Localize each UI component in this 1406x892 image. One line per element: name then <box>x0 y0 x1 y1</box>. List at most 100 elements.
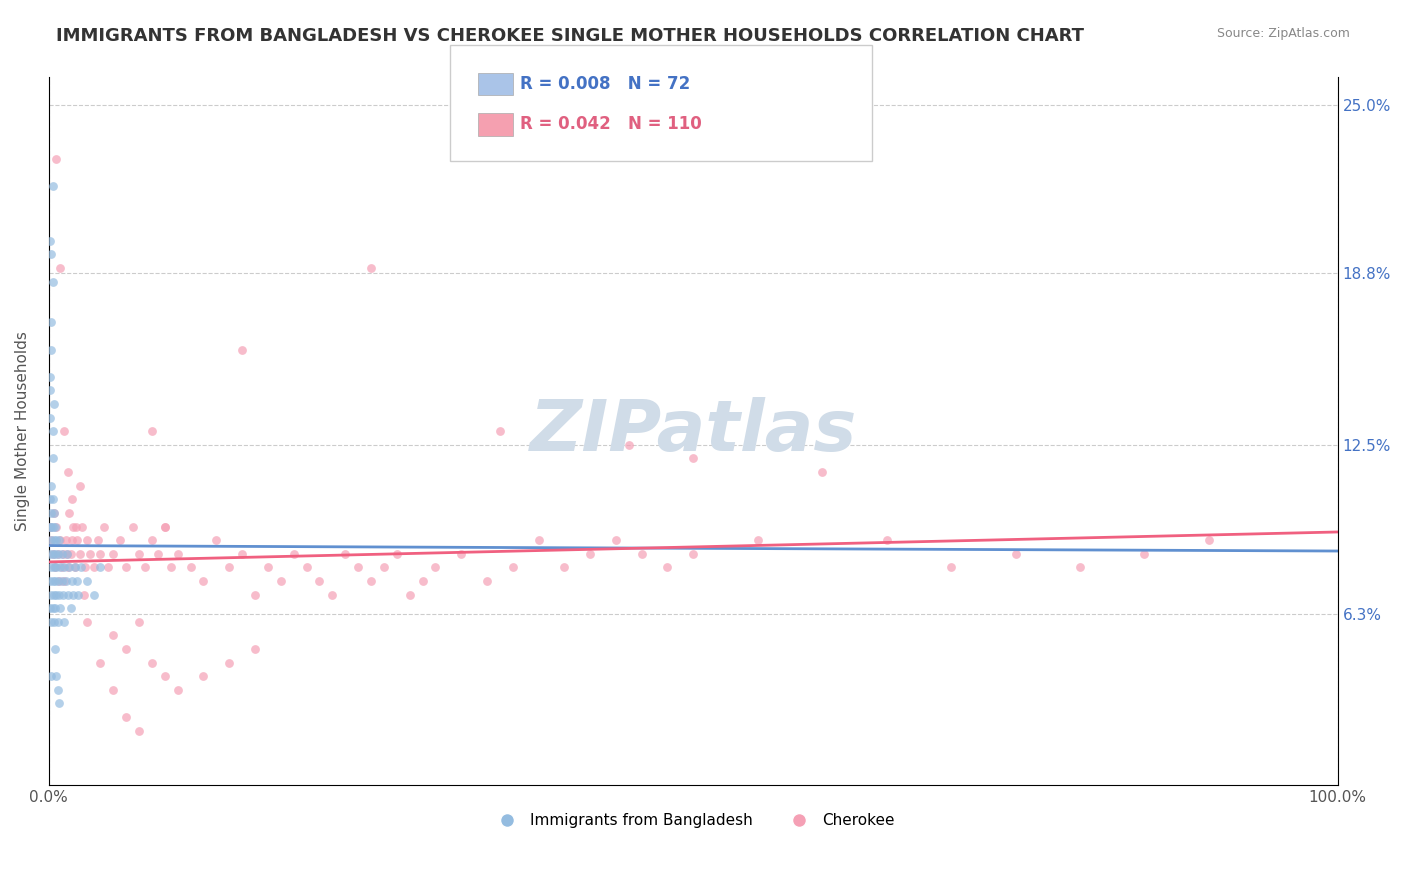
Point <box>41 479 63 493</box>
Point <box>103 682 125 697</box>
Point <box>58 560 80 574</box>
Point <box>39 492 62 507</box>
Point <box>41 275 63 289</box>
Point <box>475 574 498 588</box>
Point <box>108 533 131 548</box>
Point <box>321 588 343 602</box>
Point <box>62 519 84 533</box>
Point <box>83 588 105 602</box>
Text: IMMIGRANTS FROM BANGLADESH VS CHEROKEE SINGLE MOTHER HOUSEHOLDS CORRELATION CHAR: IMMIGRANTS FROM BANGLADESH VS CHEROKEE S… <box>56 27 1084 45</box>
Point <box>60 492 83 507</box>
Point <box>257 560 280 574</box>
Point <box>56 588 79 602</box>
Point <box>527 533 550 548</box>
Point <box>373 560 395 574</box>
Point <box>44 574 66 588</box>
Point <box>73 560 96 574</box>
Point <box>939 560 962 574</box>
Point <box>46 682 69 697</box>
Point <box>283 547 305 561</box>
Text: ZIPatlas: ZIPatlas <box>530 397 856 466</box>
Point <box>53 615 76 629</box>
Point <box>72 588 94 602</box>
Point <box>41 492 63 507</box>
Point <box>335 547 357 561</box>
Point <box>44 560 66 574</box>
Point <box>160 560 183 574</box>
Point <box>48 588 70 602</box>
Point <box>41 519 63 533</box>
Point <box>42 397 65 411</box>
Point <box>193 574 215 588</box>
Point <box>41 574 63 588</box>
Point <box>193 669 215 683</box>
Point <box>66 533 89 548</box>
Point <box>48 533 70 548</box>
Point <box>41 451 63 466</box>
Point <box>70 560 93 574</box>
Point <box>41 533 63 548</box>
Point <box>682 451 704 466</box>
Point <box>41 669 63 683</box>
Point <box>41 547 63 561</box>
Point <box>55 574 77 588</box>
Point <box>45 588 67 602</box>
Point <box>65 519 87 533</box>
Point <box>41 424 63 438</box>
Point <box>89 560 111 574</box>
Point <box>53 574 76 588</box>
Point <box>682 547 704 561</box>
Point <box>53 560 76 574</box>
Point <box>141 533 163 548</box>
Point <box>44 547 66 561</box>
Point <box>270 574 292 588</box>
Point <box>128 723 150 738</box>
Point <box>42 533 65 548</box>
Point <box>63 560 86 574</box>
Point <box>103 547 125 561</box>
Point <box>53 424 76 438</box>
Point <box>39 547 62 561</box>
Point <box>49 533 72 548</box>
Point <box>385 547 408 561</box>
Point <box>115 642 138 657</box>
Point <box>579 547 602 561</box>
Point <box>39 384 62 398</box>
Point <box>489 424 512 438</box>
Point <box>45 519 67 533</box>
Point <box>42 506 65 520</box>
Point <box>51 560 73 574</box>
Point <box>41 615 63 629</box>
Point <box>811 465 834 479</box>
Point <box>41 247 63 261</box>
Point <box>153 519 176 533</box>
Point <box>1133 547 1156 561</box>
Point <box>46 615 69 629</box>
Point <box>56 560 79 574</box>
Point <box>41 519 63 533</box>
Point <box>231 547 253 561</box>
Point <box>218 560 240 574</box>
Point <box>45 560 67 574</box>
Point <box>66 574 89 588</box>
Point <box>52 588 75 602</box>
Point <box>60 574 83 588</box>
Point <box>76 615 98 629</box>
Point <box>48 697 70 711</box>
Point <box>218 656 240 670</box>
Point <box>69 547 91 561</box>
Point <box>67 588 90 602</box>
Legend: Immigrants from Bangladesh, Cherokee: Immigrants from Bangladesh, Cherokee <box>486 807 900 834</box>
Point <box>87 533 110 548</box>
Point <box>39 601 62 615</box>
Point <box>51 574 73 588</box>
Point <box>59 601 82 615</box>
Point <box>42 560 65 574</box>
Point <box>97 560 120 574</box>
Point <box>55 533 77 548</box>
Point <box>83 560 105 574</box>
Point <box>41 315 63 329</box>
Point <box>180 560 202 574</box>
Point <box>630 547 652 561</box>
Point <box>347 560 370 574</box>
